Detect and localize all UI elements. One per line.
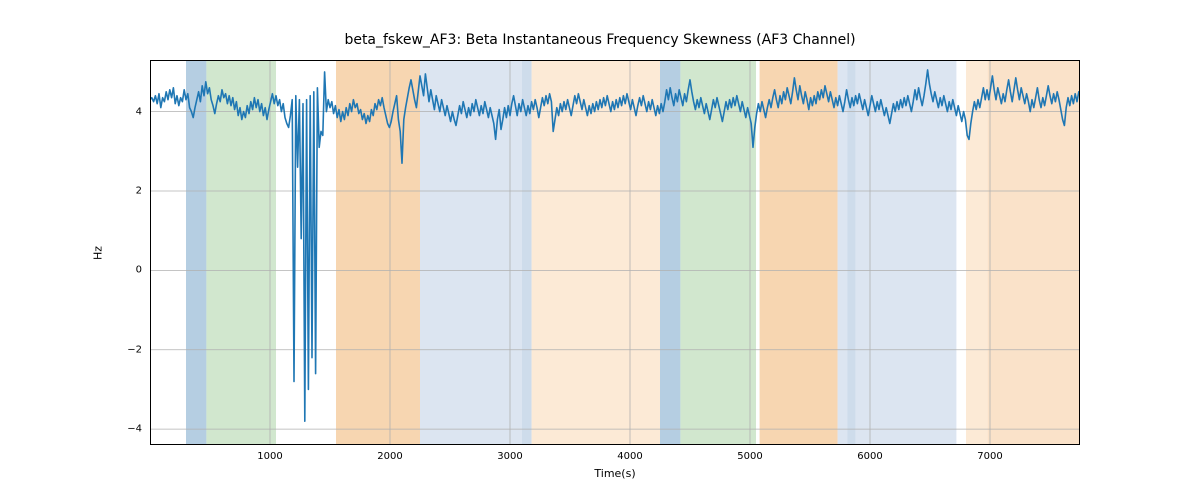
xtick-label: 7000 xyxy=(977,451,1002,462)
xtick-label: 3000 xyxy=(497,451,522,462)
ytick-label: 2 xyxy=(120,185,142,196)
axes-area xyxy=(150,60,1080,445)
x-axis-label: Time(s) xyxy=(594,467,635,480)
xtick-label: 6000 xyxy=(857,451,882,462)
ytick-label: 0 xyxy=(120,265,142,276)
ytick-label: 4 xyxy=(120,106,142,117)
ytick-label: −4 xyxy=(120,424,142,435)
line-series xyxy=(150,60,1080,445)
ytick-label: −2 xyxy=(120,344,142,355)
xtick-label: 4000 xyxy=(617,451,642,462)
figure: beta_fskew_AF3: Beta Instantaneous Frequ… xyxy=(0,0,1200,500)
chart-title: beta_fskew_AF3: Beta Instantaneous Frequ… xyxy=(0,32,1200,48)
xtick-label: 2000 xyxy=(377,451,402,462)
xtick-label: 1000 xyxy=(257,451,282,462)
y-axis-label: Hz xyxy=(92,245,105,259)
xtick-label: 5000 xyxy=(737,451,762,462)
